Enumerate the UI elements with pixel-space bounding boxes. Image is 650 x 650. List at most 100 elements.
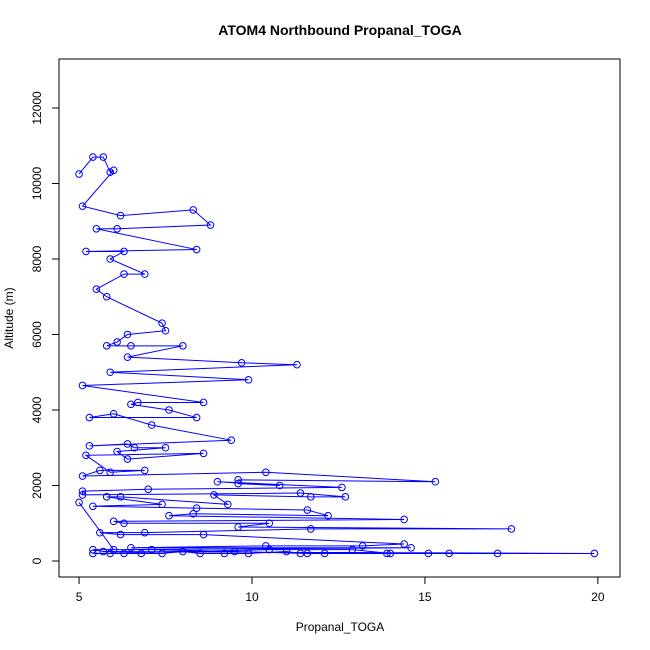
data-point bbox=[96, 528, 104, 537]
data-point bbox=[140, 270, 149, 278]
y-tick-label: 0 bbox=[30, 557, 44, 564]
data-point bbox=[78, 202, 87, 210]
data-point bbox=[85, 442, 94, 450]
x-tick-label: 15 bbox=[418, 590, 432, 604]
data-point bbox=[134, 398, 142, 407]
data-point bbox=[78, 487, 87, 495]
data-point bbox=[116, 211, 125, 220]
data-point bbox=[234, 476, 242, 484]
data-point bbox=[265, 519, 274, 528]
data-point bbox=[140, 528, 149, 537]
data-point bbox=[324, 511, 332, 520]
data-point bbox=[130, 443, 139, 452]
data-point bbox=[210, 491, 218, 499]
data-point bbox=[113, 338, 121, 346]
data-point bbox=[102, 292, 111, 301]
data-point bbox=[147, 421, 156, 429]
data-point bbox=[358, 542, 367, 550]
data-point bbox=[102, 342, 111, 350]
data-point bbox=[282, 547, 291, 556]
data-point bbox=[120, 549, 128, 558]
y-tick-label: 6000 bbox=[30, 321, 44, 348]
data-point bbox=[227, 436, 236, 444]
data-point bbox=[120, 270, 128, 278]
data-point bbox=[590, 549, 599, 558]
y-tick-label: 4000 bbox=[30, 396, 44, 423]
data-point bbox=[296, 489, 305, 497]
data-point bbox=[192, 413, 201, 422]
data-point bbox=[303, 549, 312, 558]
data-point bbox=[89, 549, 97, 558]
data-point bbox=[213, 477, 222, 486]
data-point bbox=[165, 511, 173, 520]
chart-title: ATOM4 Northbound Propanal_TOGA bbox=[218, 22, 461, 38]
x-tick-label: 10 bbox=[245, 590, 259, 604]
data-point bbox=[445, 549, 453, 558]
data-point bbox=[493, 549, 502, 558]
data-point bbox=[116, 493, 125, 501]
y-tick-label: 8000 bbox=[30, 245, 44, 272]
x-tick-label: 5 bbox=[76, 590, 83, 604]
y-tick-label: 2000 bbox=[30, 472, 44, 499]
data-point bbox=[306, 493, 315, 501]
data-point bbox=[123, 440, 132, 448]
data-point bbox=[244, 549, 253, 558]
data-point bbox=[82, 451, 90, 460]
x-axis-label: Propanal_TOGA bbox=[296, 620, 385, 634]
data-point bbox=[306, 525, 315, 533]
data-point bbox=[123, 455, 132, 463]
data-point bbox=[78, 472, 87, 480]
data-point bbox=[338, 483, 346, 492]
data-point bbox=[192, 245, 201, 254]
data-point bbox=[106, 468, 114, 477]
data-point bbox=[92, 285, 101, 293]
data-point bbox=[106, 255, 114, 263]
data-point bbox=[400, 515, 408, 524]
data-point bbox=[99, 153, 108, 161]
data-point bbox=[424, 549, 433, 558]
data-point bbox=[89, 502, 97, 511]
data-point bbox=[158, 500, 166, 509]
data-point bbox=[383, 549, 391, 558]
data-point bbox=[293, 360, 301, 369]
data-point bbox=[144, 485, 153, 494]
data-point bbox=[127, 400, 135, 409]
data-point bbox=[99, 547, 108, 556]
data-point bbox=[265, 545, 274, 554]
data-point bbox=[120, 247, 128, 256]
data-point bbox=[234, 523, 242, 531]
data-point bbox=[85, 413, 94, 422]
data-point bbox=[161, 443, 170, 452]
data-point bbox=[78, 381, 87, 390]
data-point bbox=[341, 493, 350, 501]
data-point bbox=[89, 153, 97, 161]
data-point bbox=[199, 398, 208, 407]
y-tick-label: 10000 bbox=[30, 166, 44, 200]
data-point bbox=[223, 500, 232, 509]
data-point bbox=[123, 353, 132, 361]
data-point bbox=[75, 170, 83, 178]
data-point bbox=[196, 549, 204, 558]
data-point bbox=[116, 530, 125, 539]
data-point bbox=[320, 549, 329, 558]
data-point bbox=[165, 406, 173, 414]
plot-frame bbox=[58, 58, 621, 578]
data-point bbox=[262, 468, 270, 477]
data-point bbox=[192, 504, 201, 512]
data-point bbox=[106, 368, 114, 377]
data-point bbox=[140, 466, 149, 475]
data-point bbox=[109, 166, 118, 175]
data-point bbox=[147, 545, 156, 554]
data-point bbox=[120, 519, 128, 528]
data-point bbox=[275, 481, 284, 490]
data-point bbox=[507, 525, 516, 533]
data-point bbox=[230, 547, 239, 556]
data-point bbox=[431, 477, 440, 486]
data-point bbox=[407, 543, 415, 552]
data-point bbox=[113, 224, 121, 233]
data-line bbox=[78, 156, 595, 554]
data-point bbox=[400, 540, 408, 548]
data-point bbox=[127, 543, 135, 552]
data-point bbox=[189, 206, 197, 214]
